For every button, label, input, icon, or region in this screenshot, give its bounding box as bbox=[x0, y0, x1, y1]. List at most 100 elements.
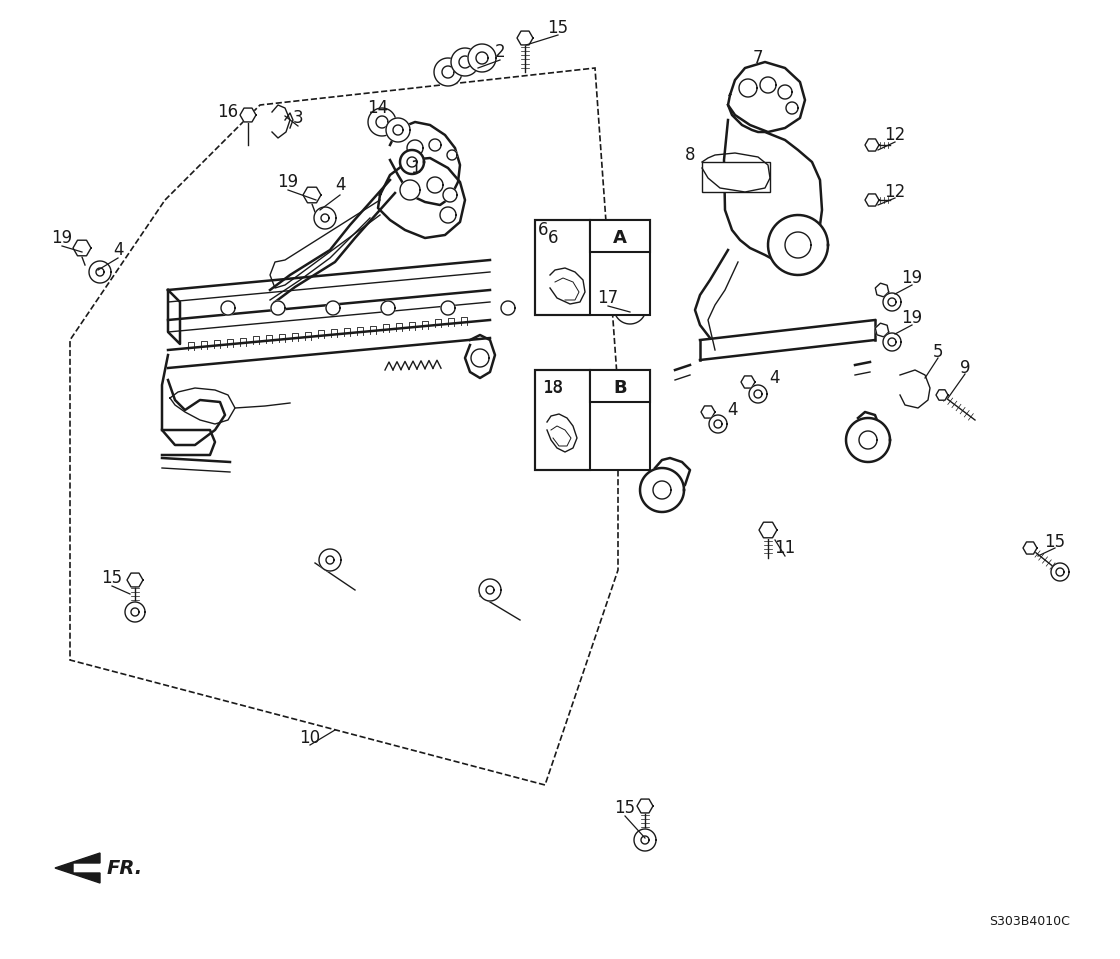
Text: 17: 17 bbox=[597, 289, 618, 307]
Bar bbox=[535, 220, 590, 315]
Bar bbox=[535, 370, 650, 470]
Polygon shape bbox=[1023, 542, 1037, 554]
Polygon shape bbox=[386, 118, 410, 142]
Polygon shape bbox=[407, 140, 423, 156]
Polygon shape bbox=[749, 385, 767, 403]
Bar bbox=[535, 370, 590, 470]
Polygon shape bbox=[407, 157, 417, 167]
Polygon shape bbox=[88, 261, 111, 283]
Polygon shape bbox=[368, 108, 396, 136]
Text: 2: 2 bbox=[495, 43, 505, 61]
Polygon shape bbox=[304, 187, 321, 202]
Polygon shape bbox=[754, 390, 762, 398]
Text: S303B4010C: S303B4010C bbox=[989, 915, 1070, 928]
Text: 15: 15 bbox=[548, 19, 569, 37]
Polygon shape bbox=[131, 608, 139, 616]
Polygon shape bbox=[319, 549, 340, 571]
Polygon shape bbox=[865, 194, 879, 206]
Polygon shape bbox=[883, 293, 900, 311]
Polygon shape bbox=[55, 853, 100, 883]
Polygon shape bbox=[479, 579, 501, 601]
Text: 15: 15 bbox=[1045, 533, 1065, 551]
Polygon shape bbox=[271, 301, 284, 315]
Polygon shape bbox=[653, 481, 671, 499]
Text: B: B bbox=[613, 379, 627, 397]
Text: 4: 4 bbox=[113, 241, 123, 259]
Polygon shape bbox=[624, 302, 636, 314]
Polygon shape bbox=[501, 301, 515, 315]
Text: 15: 15 bbox=[615, 799, 635, 817]
Bar bbox=[590, 220, 650, 252]
Polygon shape bbox=[883, 333, 900, 351]
Polygon shape bbox=[440, 207, 456, 223]
Polygon shape bbox=[786, 102, 797, 114]
Text: 18: 18 bbox=[543, 381, 562, 395]
Text: 14: 14 bbox=[367, 99, 389, 117]
Polygon shape bbox=[614, 292, 646, 324]
Polygon shape bbox=[640, 468, 684, 512]
Polygon shape bbox=[447, 150, 457, 160]
Polygon shape bbox=[381, 301, 395, 315]
Polygon shape bbox=[741, 376, 755, 388]
Polygon shape bbox=[701, 406, 715, 418]
Text: 4: 4 bbox=[769, 369, 781, 387]
Text: 5: 5 bbox=[933, 343, 943, 361]
Text: 4: 4 bbox=[727, 401, 737, 419]
Polygon shape bbox=[759, 523, 777, 538]
Polygon shape bbox=[444, 188, 457, 202]
Text: 9: 9 bbox=[960, 359, 970, 377]
Text: 19: 19 bbox=[52, 229, 73, 247]
Polygon shape bbox=[73, 240, 91, 256]
Polygon shape bbox=[393, 125, 403, 135]
Text: 1: 1 bbox=[410, 159, 420, 177]
Text: 3: 3 bbox=[292, 109, 304, 127]
Polygon shape bbox=[400, 180, 420, 200]
Polygon shape bbox=[376, 116, 388, 128]
Text: 18: 18 bbox=[542, 379, 563, 397]
Text: 19: 19 bbox=[278, 173, 299, 191]
Polygon shape bbox=[641, 836, 648, 844]
Polygon shape bbox=[778, 85, 792, 99]
Polygon shape bbox=[321, 214, 329, 222]
Text: 8: 8 bbox=[684, 146, 696, 164]
Polygon shape bbox=[486, 586, 494, 594]
Polygon shape bbox=[326, 556, 334, 564]
Polygon shape bbox=[637, 799, 653, 813]
Polygon shape bbox=[865, 139, 879, 152]
Polygon shape bbox=[468, 44, 496, 72]
Polygon shape bbox=[888, 298, 896, 306]
Polygon shape bbox=[326, 301, 340, 315]
Text: 19: 19 bbox=[902, 309, 923, 327]
Polygon shape bbox=[127, 573, 143, 587]
Polygon shape bbox=[451, 48, 479, 76]
Polygon shape bbox=[125, 602, 144, 622]
Polygon shape bbox=[876, 323, 888, 337]
Text: 6: 6 bbox=[538, 221, 549, 239]
Bar bbox=[702, 162, 771, 192]
Polygon shape bbox=[435, 58, 461, 86]
Text: A: A bbox=[613, 229, 627, 247]
Polygon shape bbox=[1056, 568, 1064, 576]
Polygon shape bbox=[739, 79, 757, 97]
Bar bbox=[535, 220, 650, 315]
Text: 15: 15 bbox=[102, 569, 122, 587]
Polygon shape bbox=[859, 431, 877, 449]
Text: 12: 12 bbox=[885, 183, 906, 201]
Polygon shape bbox=[429, 139, 441, 151]
Polygon shape bbox=[888, 338, 896, 346]
Polygon shape bbox=[400, 150, 424, 174]
Text: 12: 12 bbox=[885, 126, 906, 144]
Polygon shape bbox=[846, 418, 890, 462]
Polygon shape bbox=[768, 215, 828, 275]
Polygon shape bbox=[517, 31, 533, 45]
Text: 7: 7 bbox=[753, 49, 763, 67]
Polygon shape bbox=[96, 268, 104, 276]
Polygon shape bbox=[427, 177, 444, 193]
Polygon shape bbox=[876, 283, 888, 297]
Text: 11: 11 bbox=[774, 539, 795, 557]
Polygon shape bbox=[314, 207, 336, 229]
Text: 10: 10 bbox=[299, 729, 320, 747]
Text: 19: 19 bbox=[902, 269, 923, 287]
Polygon shape bbox=[240, 108, 256, 122]
Polygon shape bbox=[715, 420, 722, 428]
